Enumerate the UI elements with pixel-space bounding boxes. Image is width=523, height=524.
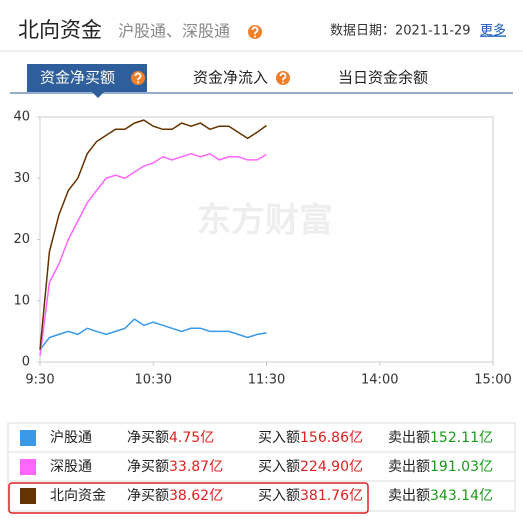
cell-label: 卖出额 [388, 488, 430, 504]
cell-value: 343.14亿 [430, 488, 493, 504]
help-icon [248, 25, 262, 39]
tab[interactable]: 资金净流入 [193, 69, 268, 87]
x-tick-label: 14:00 [361, 373, 398, 388]
y-tick-label: 10 [13, 293, 30, 308]
cell-value: 4.75亿 [169, 430, 214, 446]
cell-value: 224.90亿 [300, 459, 363, 475]
y-tick-label: 40 [13, 110, 30, 125]
tab[interactable]: 资金净买额 [40, 69, 115, 87]
y-tick-label: 20 [13, 232, 30, 247]
cell-value: 152.11亿 [430, 430, 493, 446]
cell-label: 卖出额 [388, 430, 430, 446]
subtitle: 沪股通、深股通 [118, 22, 230, 41]
more-link[interactable]: 更多 [480, 23, 506, 39]
x-tick-label: 10:30 [135, 373, 172, 388]
cell-label: 净买额 [127, 430, 169, 446]
y-tick-label: 0 [22, 355, 30, 370]
x-tick-label: 9:30 [25, 373, 54, 388]
cell-label: 买入额 [258, 459, 300, 475]
cell-label: 买入额 [258, 430, 300, 446]
cell-label: 净买额 [127, 488, 169, 504]
cell-value: 38.62亿 [169, 488, 223, 504]
title: 北向资金 [18, 18, 102, 42]
cell-label: 净买额 [127, 459, 169, 475]
table-frame [7, 422, 516, 512]
help-icon [131, 71, 145, 85]
date: 数据日期：2021-11-29 [330, 24, 471, 39]
series-line [39, 152, 267, 356]
cell-label: 买入额 [258, 488, 300, 504]
active-tab[interactable] [27, 64, 147, 92]
y-tick-label: 30 [13, 171, 30, 186]
x-tick-label: 15:00 [474, 373, 511, 388]
cell-label: 卖出额 [388, 459, 430, 475]
cell-value: 191.03亿 [430, 459, 493, 475]
legend-label: 北向资金 [50, 488, 106, 504]
series-line [39, 119, 267, 350]
cell-value: 381.76亿 [300, 488, 363, 504]
watermark: 东方财富 [197, 201, 333, 241]
legend-swatch [20, 459, 36, 475]
cell-value: 156.86亿 [300, 430, 363, 446]
help-icon [276, 71, 290, 85]
x-tick-label: 11:30 [248, 373, 285, 388]
cell-value: 33.87亿 [169, 459, 223, 475]
tab[interactable]: 当日资金余额 [338, 69, 428, 87]
legend-label: 沪股通 [50, 430, 92, 446]
series-line [39, 318, 267, 351]
legend-swatch [20, 488, 36, 504]
highlight-box [8, 482, 369, 514]
legend-label: 深股通 [50, 459, 92, 475]
legend-swatch [20, 430, 36, 446]
